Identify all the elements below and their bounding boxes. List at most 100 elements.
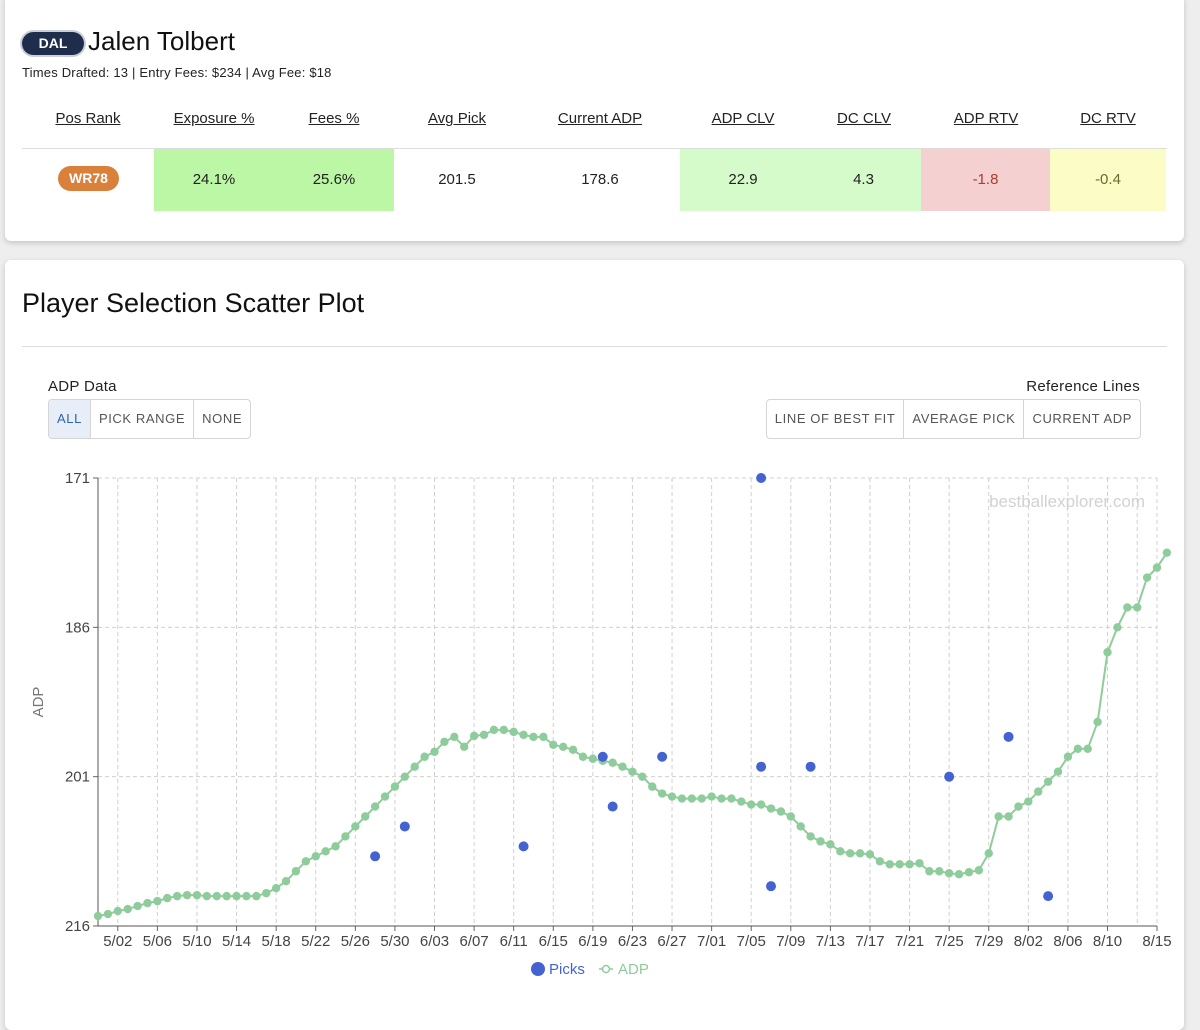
adp-point [1024,797,1033,806]
adp-point [380,792,390,801]
pick-point [944,771,955,782]
adp-point [321,847,330,856]
adp-point [806,832,815,841]
draft-summary: Times Drafted: 13 | Entry Fees: $234 | A… [22,65,332,80]
header-adp-rtv[interactable]: ADP RTV [953,110,1019,127]
adp-point [994,812,1003,821]
pick-point [518,841,529,852]
adp-point [1152,563,1162,572]
header-current-adp[interactable]: Current ADP [557,110,643,127]
adp-point [1162,548,1172,557]
adp-point [756,800,766,809]
adp-point [242,891,251,901]
watermark: bestballexplorer.com [989,492,1145,511]
dc-rtv-cell: -0.4 [1050,149,1166,211]
adp-pick-range-button[interactable]: PICK RANGE [91,400,195,438]
fees-cell: 25.6% [274,149,394,211]
adp-point [628,767,637,776]
legend-picks-marker [531,962,545,976]
pick-point [1043,891,1054,902]
adp-point [766,804,776,813]
adp-point [796,822,805,831]
adp-data-label: ADP Data [48,378,117,395]
adp-point [143,898,152,908]
adp-point [885,860,894,869]
pick-point [607,801,618,812]
x-tick-label: 5/06 [143,933,172,950]
adp-point [915,859,924,868]
pick-point [399,821,410,832]
adp-point [875,857,885,866]
adp-point [816,837,825,846]
adp-point [935,867,944,876]
adp-point [737,797,746,806]
adp-point [1123,603,1132,612]
header-fees[interactable]: Fees % [308,110,360,127]
adp-point [1133,603,1142,612]
pos-rank-badge: WR78 [58,166,119,191]
header-exposure[interactable]: Exposure % [173,110,255,127]
adp-all-button[interactable]: ALL [49,400,91,438]
legend-adp-label: ADP [618,961,649,978]
header-pos-rank[interactable]: Pos Rank [55,110,121,127]
pick-point [766,881,777,892]
x-tick-label: 7/05 [737,933,766,950]
adp-point [657,789,667,798]
adp-point [964,868,974,877]
adp-point [1103,648,1112,657]
adp-point [865,850,875,859]
adp-point [489,725,499,735]
adp-point [341,832,350,841]
adp-none-button[interactable]: NONE [202,411,243,426]
header-dc-clv[interactable]: DC CLV [837,110,891,127]
y-tick-label: 171 [65,470,90,487]
adp-point [667,792,677,801]
adp-clv-cell: 22.9 [680,149,806,211]
x-tick-label: 7/25 [935,933,964,950]
adp-point [361,812,370,821]
adp-point [568,745,578,754]
adp-point [252,891,261,901]
adp-point [192,890,202,900]
adp-point [1083,744,1092,753]
x-tick-label: 7/29 [974,933,1003,950]
dc-clv-cell: 4.3 [806,149,921,211]
y-tick-label: 201 [65,769,90,786]
player-summary-card: DAL Jalen Tolbert Times Drafted: 13 | En… [5,0,1184,241]
adp-point [400,772,410,781]
adp-point [262,888,271,898]
x-tick-label: 8/15 [1142,933,1171,950]
x-tick-label: 7/21 [895,933,924,950]
adp-point [291,867,301,876]
header-adp-clv[interactable]: ADP CLV [711,110,775,127]
x-tick-label: 6/11 [500,933,528,950]
adp-point [311,852,320,861]
adp-point [1093,717,1102,727]
adp-point [331,842,340,851]
legend-adp-marker [601,964,611,974]
x-tick-label: 6/15 [539,933,568,950]
adp-point [1043,777,1053,786]
adp-point [1113,623,1122,632]
adp-point [944,869,954,878]
adp-point [281,877,291,886]
divider [22,346,1167,347]
adp-point [420,752,429,761]
adp-point [608,758,617,767]
line-of-best-fit-button[interactable]: LINE OF BEST FIT [767,400,905,438]
adp-point [1073,744,1083,753]
pick-point [805,761,816,772]
adp-point [202,891,212,901]
header-dc-rtv[interactable]: DC RTV [1080,110,1136,127]
header-avg-pick[interactable]: Avg Pick [427,110,487,127]
adp-point [469,731,479,741]
x-tick-label: 8/10 [1093,933,1122,950]
section-title: Player Selection Scatter Plot [22,288,365,318]
adp-point [974,866,984,875]
adp-point [390,782,400,791]
stats-table: Pos Rank Exposure % Fees % Avg Pick Curr… [22,96,1167,211]
adp-point [1034,787,1043,796]
average-pick-button[interactable]: AVERAGE PICK [904,400,1025,438]
adp-point [638,772,647,781]
current-adp-button[interactable]: CURRENT ADP [1032,411,1132,426]
